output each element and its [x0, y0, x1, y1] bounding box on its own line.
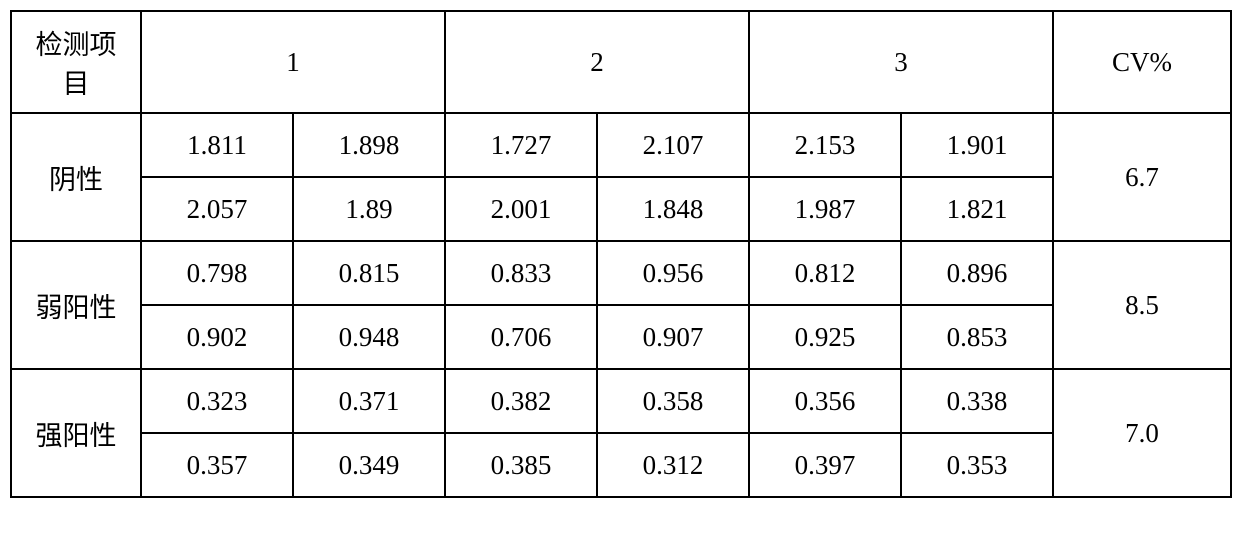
row-label: 阴性 — [11, 113, 141, 241]
cell: 2.153 — [749, 113, 901, 177]
table-row: 阴性 1.811 1.898 1.727 2.107 2.153 1.901 6… — [11, 113, 1231, 177]
header-cv: CV% — [1053, 11, 1231, 113]
cell: 1.848 — [597, 177, 749, 241]
cell: 0.353 — [901, 433, 1053, 497]
cell: 1.727 — [445, 113, 597, 177]
cell: 0.397 — [749, 433, 901, 497]
cell: 0.312 — [597, 433, 749, 497]
table-row: 2.057 1.89 2.001 1.848 1.987 1.821 — [11, 177, 1231, 241]
row-cv: 6.7 — [1053, 113, 1231, 241]
row-cv: 8.5 — [1053, 241, 1231, 369]
cell: 1.821 — [901, 177, 1053, 241]
header-group-2: 2 — [445, 11, 749, 113]
row-cv: 7.0 — [1053, 369, 1231, 497]
cell: 0.357 — [141, 433, 293, 497]
data-table: 检测项目 1 2 3 CV% 阴性 1.811 1.898 1.727 2.10… — [10, 10, 1232, 498]
cell: 2.001 — [445, 177, 597, 241]
cell: 0.853 — [901, 305, 1053, 369]
cell: 0.833 — [445, 241, 597, 305]
cell: 0.812 — [749, 241, 901, 305]
cell: 1.898 — [293, 113, 445, 177]
table-header-row: 检测项目 1 2 3 CV% — [11, 11, 1231, 113]
cell: 0.948 — [293, 305, 445, 369]
cell: 0.349 — [293, 433, 445, 497]
cell: 1.89 — [293, 177, 445, 241]
cell: 0.925 — [749, 305, 901, 369]
cell: 0.358 — [597, 369, 749, 433]
cell: 2.107 — [597, 113, 749, 177]
table-row: 0.357 0.349 0.385 0.312 0.397 0.353 — [11, 433, 1231, 497]
table-row: 0.902 0.948 0.706 0.907 0.925 0.853 — [11, 305, 1231, 369]
table-row: 弱阳性 0.798 0.815 0.833 0.956 0.812 0.896 … — [11, 241, 1231, 305]
cell: 0.323 — [141, 369, 293, 433]
cell: 1.987 — [749, 177, 901, 241]
cell: 1.811 — [141, 113, 293, 177]
table-row: 强阳性 0.323 0.371 0.382 0.358 0.356 0.338 … — [11, 369, 1231, 433]
cell: 2.057 — [141, 177, 293, 241]
header-group-3: 3 — [749, 11, 1053, 113]
cell: 0.902 — [141, 305, 293, 369]
cell: 0.706 — [445, 305, 597, 369]
header-label-text: 检测项目 — [36, 30, 117, 99]
cell: 0.382 — [445, 369, 597, 433]
cell: 0.907 — [597, 305, 749, 369]
cell: 0.371 — [293, 369, 445, 433]
cell: 0.338 — [901, 369, 1053, 433]
header-label: 检测项目 — [11, 11, 141, 113]
cell: 0.815 — [293, 241, 445, 305]
cell: 0.896 — [901, 241, 1053, 305]
header-group-1: 1 — [141, 11, 445, 113]
cell: 0.956 — [597, 241, 749, 305]
cell: 0.798 — [141, 241, 293, 305]
row-label: 弱阳性 — [11, 241, 141, 369]
row-label: 强阳性 — [11, 369, 141, 497]
cell: 1.901 — [901, 113, 1053, 177]
cell: 0.356 — [749, 369, 901, 433]
cell: 0.385 — [445, 433, 597, 497]
